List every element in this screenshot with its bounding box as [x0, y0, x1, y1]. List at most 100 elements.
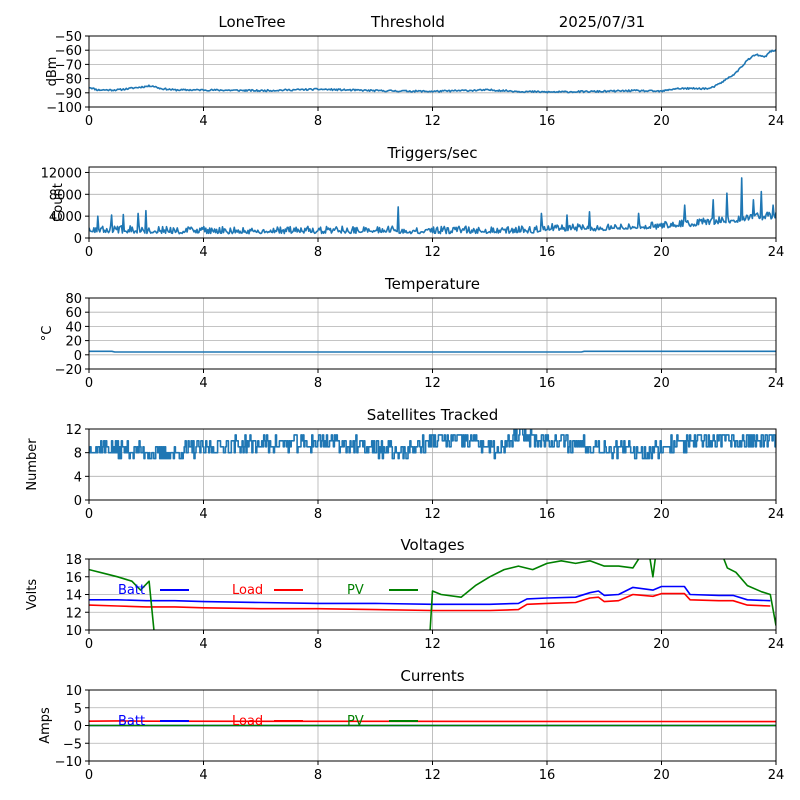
y-tick-label: 0: [74, 720, 82, 735]
y-tick-label: 10: [65, 684, 82, 699]
y-tick-label: 8: [74, 447, 82, 462]
x-tick-label: 24: [768, 114, 785, 129]
x-tick-label: 12: [424, 768, 441, 783]
chart-panel-triggers: 0 4 8 12 16 20 24 0 4000 8000 12000 Triggers/sec Cou…: [41, 144, 785, 260]
x-tick-label: 20: [653, 114, 670, 129]
y-tick-label: −70: [55, 58, 82, 73]
x-tick-label: 24: [768, 768, 785, 783]
x-tick-label: 16: [539, 507, 556, 522]
y-tick-label: −100: [46, 101, 82, 116]
x-tick-label: 20: [653, 768, 670, 783]
y-axis-label: Amps: [38, 707, 53, 744]
series-line-threshold: [89, 49, 776, 94]
y-tick-label: 4000: [49, 210, 82, 225]
x-tick-label: 16: [539, 376, 556, 391]
x-tick-label: 20: [653, 637, 670, 652]
chart-title: Currents: [400, 667, 464, 685]
y-tick-label: 80: [65, 292, 82, 307]
x-tick-label: 16: [539, 245, 556, 260]
chart-panel-voltages: 0 4 8 12 16 20 24 10 12 14 16 18 Voltages Volts Batt Lo…: [25, 536, 784, 652]
y-tick-label: 0: [74, 232, 82, 247]
x-tick-label: 24: [768, 507, 785, 522]
legend-label-load: Load: [232, 714, 263, 729]
y-tick-label: −5: [63, 737, 82, 752]
y-tick-label: 12: [65, 423, 82, 438]
series-line-temperature: [89, 350, 776, 353]
x-tick-label: 20: [653, 507, 670, 522]
plot-area: [89, 559, 776, 630]
x-tick-label: 24: [768, 245, 785, 260]
y-axis-label: dBm: [45, 57, 60, 87]
x-tick-label: 4: [199, 768, 207, 783]
y-tick-label: 14: [65, 589, 82, 604]
y-tick-label: −50: [55, 30, 82, 45]
y-tick-label: 10: [65, 624, 82, 639]
x-tick-label: 16: [539, 768, 556, 783]
legend-label-pv: PV: [347, 583, 364, 598]
x-tick-label: 4: [199, 245, 207, 260]
legend-label-load: Load: [232, 583, 263, 598]
y-tick-label: 12: [65, 606, 82, 621]
y-tick-label: 16: [65, 571, 82, 586]
x-tick-label: 4: [199, 507, 207, 522]
x-tick-label: 8: [314, 507, 322, 522]
x-tick-label: 0: [85, 507, 93, 522]
y-tick-label: −60: [55, 44, 82, 59]
x-tick-label: 8: [314, 768, 322, 783]
series-line-load: [89, 592, 771, 612]
x-tick-label: 8: [314, 376, 322, 391]
legend-label-batt: Batt: [118, 714, 145, 729]
x-tick-label: 0: [85, 376, 93, 391]
x-tick-label: 8: [314, 637, 322, 652]
y-tick-label: 12000: [41, 166, 82, 181]
x-tick-label: 4: [199, 376, 207, 391]
x-tick-label: 8: [314, 114, 322, 129]
x-tick-label: 8: [314, 245, 322, 260]
series-line-triggers: [89, 177, 776, 235]
series-line-load: [89, 720, 776, 723]
x-tick-label: 20: [653, 245, 670, 260]
x-tick-label: 16: [539, 114, 556, 129]
series-line-batt: [89, 585, 771, 606]
chart-title: Triggers/sec: [387, 144, 478, 162]
x-tick-label: 0: [85, 114, 93, 129]
y-tick-label: −80: [55, 73, 82, 88]
chart-panel-threshold: 0 4 8 12 16 20 24 −100−90−80−70−60−50 dBm: [45, 30, 784, 129]
chart-title: Satellites Tracked: [367, 406, 498, 424]
x-tick-label: 4: [199, 114, 207, 129]
x-tick-label: 20: [653, 376, 670, 391]
series-line-satellites: [89, 429, 776, 460]
y-tick-label: 0: [74, 494, 82, 509]
legend-label-batt: Batt: [118, 583, 145, 598]
y-tick-label: −20: [55, 363, 82, 378]
y-axis-label: Number: [25, 438, 40, 491]
y-tick-label: 40: [65, 320, 82, 335]
series-line-pv: [89, 559, 776, 630]
x-tick-label: 12: [424, 114, 441, 129]
y-tick-label: 4: [74, 470, 82, 485]
x-tick-label: 12: [424, 245, 441, 260]
plot-area: [89, 350, 776, 353]
y-tick-label: −90: [55, 87, 82, 102]
legend: Batt Load PV: [118, 714, 418, 729]
y-tick-label: −10: [55, 755, 82, 770]
x-tick-label: 16: [539, 637, 556, 652]
chart-title: Temperature: [384, 275, 480, 293]
x-tick-label: 12: [424, 507, 441, 522]
legend-label-pv: PV: [347, 714, 364, 729]
x-tick-label: 24: [768, 376, 785, 391]
x-tick-label: 4: [199, 637, 207, 652]
plot-area: [89, 429, 776, 460]
y-axis-label: Volts: [25, 579, 40, 611]
y-tick-label: 8000: [49, 188, 82, 203]
y-axis-label: °C: [40, 326, 55, 342]
y-axis-label: Count: [51, 183, 66, 222]
y-tick-label: 20: [65, 335, 82, 350]
y-tick-label: 0: [74, 349, 82, 364]
x-tick-label: 24: [768, 637, 785, 652]
chart-panel-currents: 0 4 8 12 16 20 24 −10 −5 0 5 10 Currents Amps Batt Load…: [38, 667, 784, 783]
x-tick-label: 0: [85, 637, 93, 652]
chart-panel-satellites: 0 4 8 12 16 20 24 0 4 8 12 Satellites Tracked Number: [25, 406, 784, 522]
